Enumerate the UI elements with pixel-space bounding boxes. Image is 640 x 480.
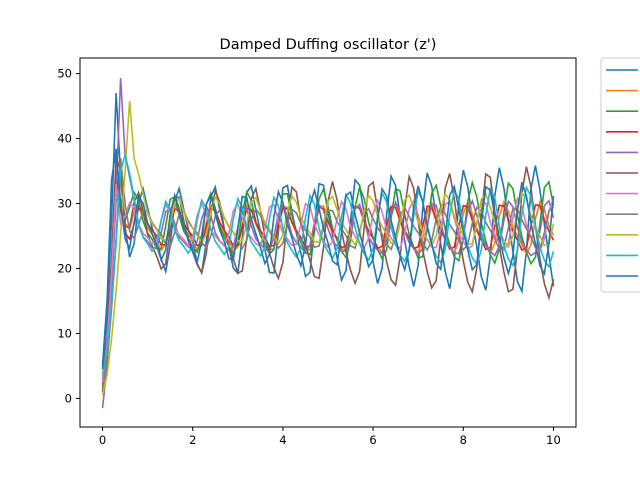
y-tick-label: 10: [57, 326, 72, 340]
y-tick-label: 50: [57, 67, 72, 81]
legend-box: [600, 57, 640, 293]
series-line-11: [101, 148, 555, 366]
x-tick-label: 4: [279, 433, 286, 447]
series-lines: [101, 78, 555, 409]
plot-frame: [79, 57, 577, 428]
series-line-4: [101, 170, 555, 392]
x-tick-label: 0: [99, 433, 106, 447]
x-axis-ticks: 0 2 4 6 8 10: [99, 427, 561, 447]
x-tick-label: 10: [546, 433, 561, 447]
series-line-10: [101, 151, 555, 376]
y-axis-ticks: 0 10 20 30 40 50: [57, 67, 80, 405]
y-tick-label: 0: [65, 391, 72, 405]
series-line-9: [101, 100, 555, 396]
y-tick-label: 40: [57, 132, 72, 146]
legend: [600, 57, 640, 293]
chart-title: Damped Duffing oscillator (z'): [220, 37, 437, 53]
x-tick-label: 6: [369, 433, 376, 447]
x-tick-label: 2: [189, 433, 196, 447]
y-tick-label: 30: [57, 197, 72, 211]
x-tick-label: 8: [460, 433, 467, 447]
series-line-8: [101, 157, 555, 391]
y-tick-label: 20: [57, 261, 72, 275]
